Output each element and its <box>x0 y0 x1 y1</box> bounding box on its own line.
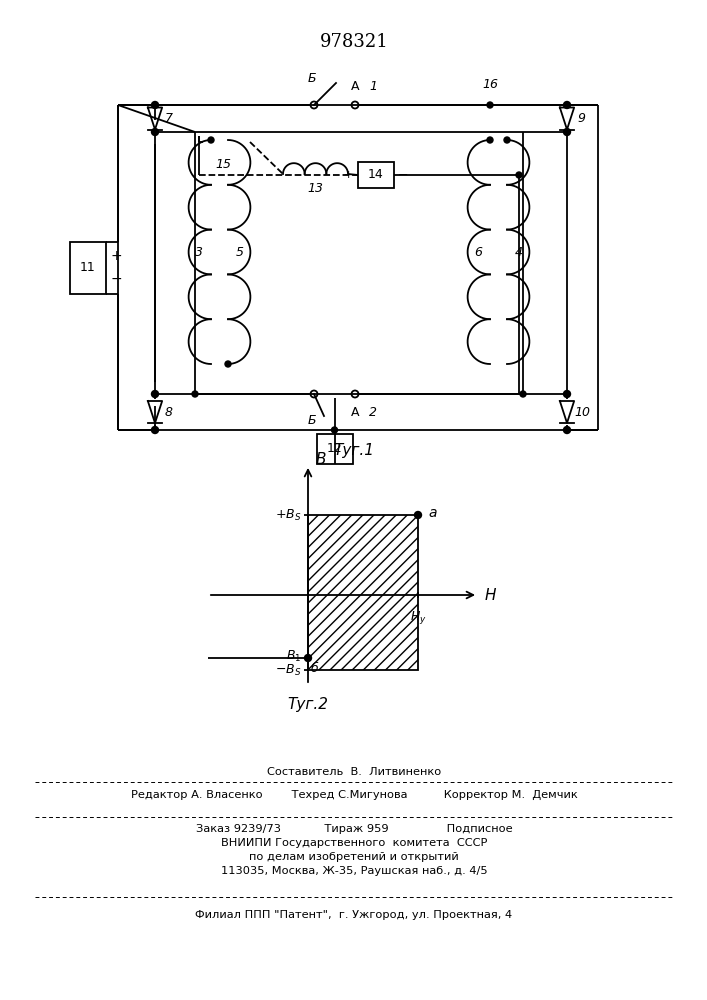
Circle shape <box>192 391 198 397</box>
Text: 1: 1 <box>369 81 377 94</box>
Bar <box>308 515 418 670</box>
Bar <box>358 162 394 188</box>
Text: A: A <box>351 406 359 418</box>
Text: +: + <box>111 249 122 263</box>
Text: 16: 16 <box>482 79 498 92</box>
Circle shape <box>305 654 312 662</box>
Text: Б: Б <box>308 73 316 86</box>
Circle shape <box>151 426 158 434</box>
Circle shape <box>414 512 421 518</box>
Text: Заказ 9239/73            Тираж 959                Подписное: Заказ 9239/73 Тираж 959 Подписное <box>196 824 513 834</box>
Circle shape <box>151 390 158 397</box>
Text: Филиал ППП "Патент",  г. Ужгород, ул. Проектная, 4: Филиал ППП "Патент", г. Ужгород, ул. Про… <box>195 910 513 920</box>
Text: $-\mathit{B}_S$: $-\mathit{B}_S$ <box>275 662 301 678</box>
Text: 9: 9 <box>577 112 585 125</box>
Text: 10: 10 <box>574 406 590 418</box>
Text: б: б <box>311 662 319 674</box>
Text: $+\mathit{B}_S$: $+\mathit{B}_S$ <box>275 507 301 523</box>
Circle shape <box>516 172 522 178</box>
Circle shape <box>208 137 214 143</box>
Text: 4: 4 <box>515 245 523 258</box>
Text: 978321: 978321 <box>320 33 388 51</box>
Circle shape <box>563 128 571 135</box>
Text: Τуг.1: Τуг.1 <box>334 442 375 458</box>
Text: 7: 7 <box>165 112 173 125</box>
Text: $\mathit{H}_y$: $\mathit{H}_y$ <box>409 609 426 626</box>
Bar <box>317 434 353 464</box>
Text: 14: 14 <box>368 168 384 182</box>
Circle shape <box>487 102 493 108</box>
Circle shape <box>563 390 571 397</box>
Circle shape <box>520 391 526 397</box>
Text: Редактор А. Власенко        Техред С.Мигунова          Корректор М.  Демчик: Редактор А. Власенко Техред С.Мигунова К… <box>131 790 578 800</box>
Circle shape <box>151 102 158 108</box>
Text: +: + <box>344 170 353 180</box>
Text: H: H <box>484 587 496 602</box>
Text: Τуг.2: Τуг.2 <box>288 698 329 712</box>
Circle shape <box>563 426 571 434</box>
Circle shape <box>225 361 231 367</box>
Bar <box>70 241 106 294</box>
Circle shape <box>487 137 493 143</box>
Text: ВНИИПИ Государственного  комитета  СССР: ВНИИПИ Государственного комитета СССР <box>221 838 487 848</box>
Text: A: A <box>351 81 359 94</box>
Text: по делам изобретений и открытий: по делам изобретений и открытий <box>249 852 459 862</box>
Circle shape <box>151 128 158 135</box>
Text: 5: 5 <box>236 245 244 258</box>
Text: B: B <box>316 452 327 468</box>
Text: 113035, Москва, Ж-35, Раушская наб., д. 4/5: 113035, Москва, Ж-35, Раушская наб., д. … <box>221 866 487 876</box>
Circle shape <box>332 427 337 433</box>
Text: −: − <box>111 272 122 286</box>
Circle shape <box>504 137 510 143</box>
Text: 13: 13 <box>307 182 323 196</box>
Text: 6: 6 <box>474 245 482 258</box>
Text: Б: Б <box>308 414 316 426</box>
Text: 11: 11 <box>80 261 96 274</box>
Text: 12: 12 <box>327 442 342 456</box>
Text: 2: 2 <box>369 406 377 418</box>
Text: Составитель  В.  Литвиненко: Составитель В. Литвиненко <box>267 767 441 777</box>
Text: a: a <box>428 506 436 520</box>
Text: 15: 15 <box>215 157 231 170</box>
Text: 8: 8 <box>165 406 173 418</box>
Text: $\mathit{B}_1$: $\mathit{B}_1$ <box>286 648 301 664</box>
Circle shape <box>563 102 571 108</box>
Text: −: − <box>398 168 409 182</box>
Text: 3: 3 <box>195 245 203 258</box>
